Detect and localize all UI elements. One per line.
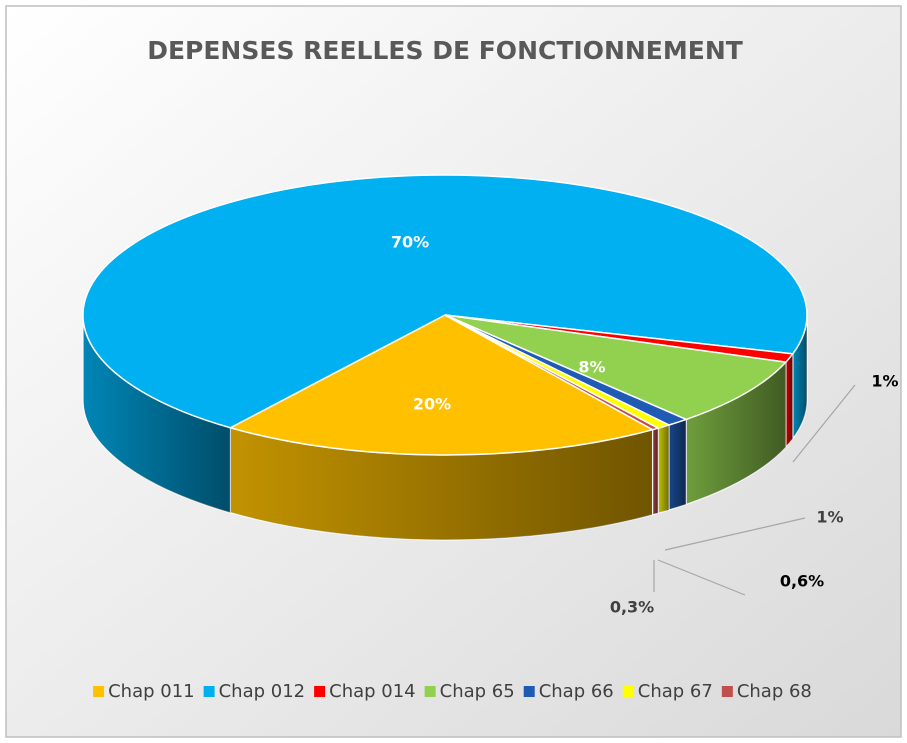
legend-swatch <box>424 686 436 697</box>
pie-slice <box>228 314 655 456</box>
data-label: 0,3% <box>610 598 654 617</box>
pie-slice <box>444 314 661 431</box>
legend-swatch <box>203 686 215 697</box>
pie-wall-shade <box>230 427 653 540</box>
legend: Chap 011 Chap 012 Chap 014 Chap 65 Chap 66 Ch… <box>93 681 812 702</box>
pie-wall-shade <box>658 425 669 514</box>
pie-wall-shade <box>652 428 659 515</box>
pie-wall-shade <box>785 353 793 448</box>
legend-label: Chap 67 <box>638 681 713 702</box>
pie-tops <box>82 174 808 456</box>
legend-swatch <box>93 686 105 697</box>
legend-label: Chap 012 <box>219 681 306 702</box>
chart-title: DEPENSES REELLES DE FONCTIONNEMENT <box>147 36 743 65</box>
leader-line <box>657 559 746 596</box>
legend-swatch <box>523 686 535 697</box>
data-label: 8% <box>578 358 605 377</box>
leader-line <box>664 517 806 551</box>
legend-swatch <box>314 686 326 697</box>
legend-label: Chap 014 <box>329 681 416 702</box>
pie-wall-shade <box>83 315 231 513</box>
pie-wall-shade <box>686 362 786 505</box>
legend-label: Chap 66 <box>539 681 614 702</box>
pie-walls <box>82 314 808 541</box>
data-label: 1% <box>816 508 843 527</box>
data-label: 1% <box>871 372 898 391</box>
data-label: 70% <box>391 233 429 252</box>
leader-line <box>792 384 856 463</box>
legend-label: Chap 68 <box>737 681 812 702</box>
data-label: 20% <box>413 395 451 414</box>
legend-swatch <box>622 686 634 697</box>
pie-wall-shade <box>792 315 807 439</box>
legend-label: Chap 65 <box>440 681 515 702</box>
pie-slice <box>82 174 808 429</box>
data-label: 0,6% <box>780 572 824 591</box>
pie-wall-shade <box>668 419 687 511</box>
legend-swatch <box>721 686 733 697</box>
pie-slice <box>444 314 788 421</box>
legend-label: Chap 011 <box>108 681 195 702</box>
